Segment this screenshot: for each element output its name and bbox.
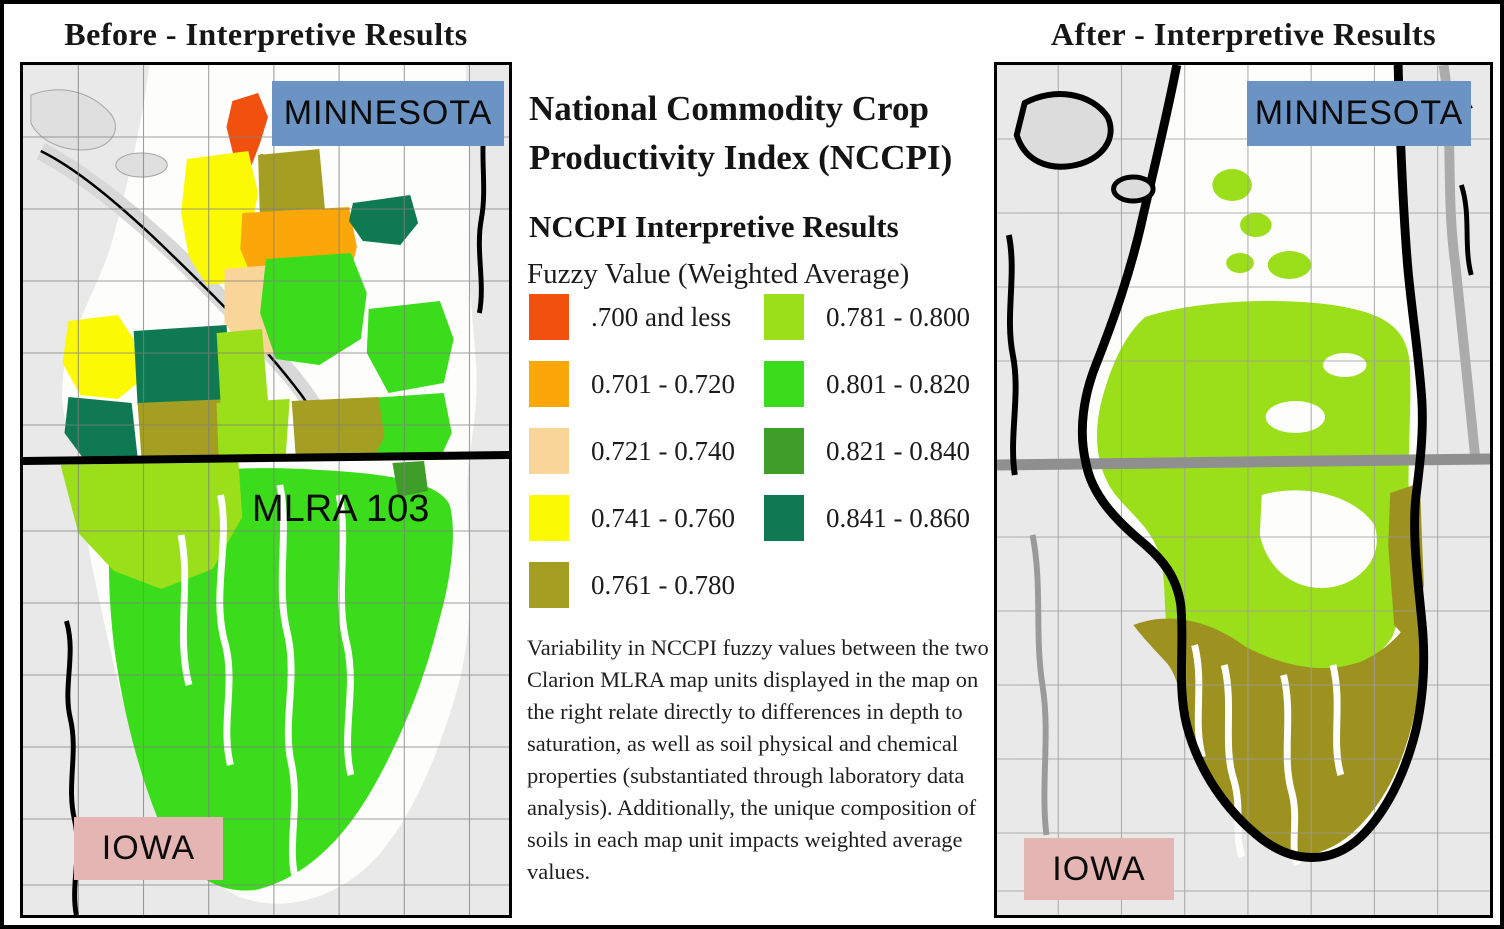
legend-title: NCCPI Interpretive Results bbox=[529, 209, 899, 244]
legend-item: 0.741 - 0.760 bbox=[529, 495, 735, 541]
county-grid bbox=[997, 65, 1490, 915]
legend-label: 0.721 - 0.740 bbox=[591, 435, 735, 466]
legend-swatch bbox=[529, 495, 569, 541]
figure-title-line1: National Commodity Crop bbox=[529, 89, 929, 128]
state-line-mn-ia bbox=[997, 453, 1490, 471]
figure-title-line2: Productivity Index (NCCPI) bbox=[529, 138, 953, 177]
legend-label: 0.701 - 0.720 bbox=[591, 368, 735, 399]
after-map: MINNESOTA IOWA bbox=[994, 62, 1493, 918]
legend-item: 0.701 - 0.720 bbox=[529, 361, 735, 407]
figure-title: National Commodity Crop Productivity Ind… bbox=[529, 84, 952, 182]
legend-swatch bbox=[764, 361, 804, 407]
white-inliers bbox=[1259, 353, 1377, 588]
legend-subtitle: Fuzzy Value (Weighted Average) bbox=[527, 258, 910, 290]
minnesota-label: MINNESOTA bbox=[272, 81, 504, 146]
mlra-103-label: MLRA 103 bbox=[252, 488, 430, 530]
legend-swatch bbox=[529, 428, 569, 474]
legend-item: 0.761 - 0.780 bbox=[529, 562, 735, 608]
legend-item: 0.721 - 0.740 bbox=[529, 428, 735, 474]
iowa-label: IOWA bbox=[1024, 838, 1174, 900]
big-sioux-river bbox=[1029, 534, 1050, 836]
legend-swatch bbox=[529, 562, 569, 608]
legend-swatch bbox=[764, 495, 804, 541]
state-line-mn-ia bbox=[23, 451, 509, 465]
legend-column-2: 0.781 - 0.800 0.801 - 0.820 0.821 - 0.84… bbox=[764, 294, 970, 562]
legend-swatch bbox=[764, 294, 804, 340]
legend-swatch bbox=[764, 428, 804, 474]
before-map: MINNESOTA MLRA 103 IOWA bbox=[20, 62, 512, 918]
legend-item: 0.841 - 0.860 bbox=[764, 495, 970, 541]
description-text: Variability in NCCPI fuzzy values betwee… bbox=[527, 635, 989, 884]
before-map-graphic bbox=[23, 65, 509, 915]
legend-label: 0.841 - 0.860 bbox=[826, 502, 970, 533]
legend-label: .700 and less bbox=[591, 301, 732, 332]
legend-item: 0.801 - 0.820 bbox=[764, 361, 970, 407]
legend-swatch bbox=[529, 294, 569, 340]
mlra-boundary bbox=[1077, 65, 1429, 862]
legend-label: 0.821 - 0.840 bbox=[826, 435, 970, 466]
iowa-label: IOWA bbox=[74, 817, 223, 880]
legend-label: 0.741 - 0.760 bbox=[591, 502, 735, 533]
river-valleys bbox=[1191, 644, 1345, 867]
minnesota-river-corridor bbox=[30, 89, 332, 429]
after-map-title: After - Interpretive Results bbox=[1050, 16, 1437, 52]
legend-panel: National Commodity Crop Productivity Ind… bbox=[521, 4, 991, 925]
legend-swatch bbox=[529, 361, 569, 407]
river-valleys bbox=[177, 484, 355, 876]
legend-label: 0.801 - 0.820 bbox=[826, 368, 970, 399]
legend-item: 0.781 - 0.800 bbox=[764, 294, 970, 340]
legend-label: 0.761 - 0.780 bbox=[591, 569, 735, 600]
st-croix-river bbox=[476, 122, 488, 314]
minnesota-label: MINNESOTA bbox=[1247, 81, 1471, 146]
county-grid bbox=[23, 65, 509, 915]
after-map-graphic bbox=[997, 65, 1490, 915]
before-fuzzy-patches-south bbox=[60, 461, 453, 891]
legend-column-1: .700 and less 0.701 - 0.720 0.721 - 0.74… bbox=[529, 294, 735, 629]
legend-item: .700 and less bbox=[529, 294, 735, 340]
legend-label: 0.781 - 0.800 bbox=[826, 301, 970, 332]
legend-item: 0.821 - 0.840 bbox=[764, 428, 970, 474]
before-map-title: Before - Interpretive Results bbox=[64, 16, 468, 52]
